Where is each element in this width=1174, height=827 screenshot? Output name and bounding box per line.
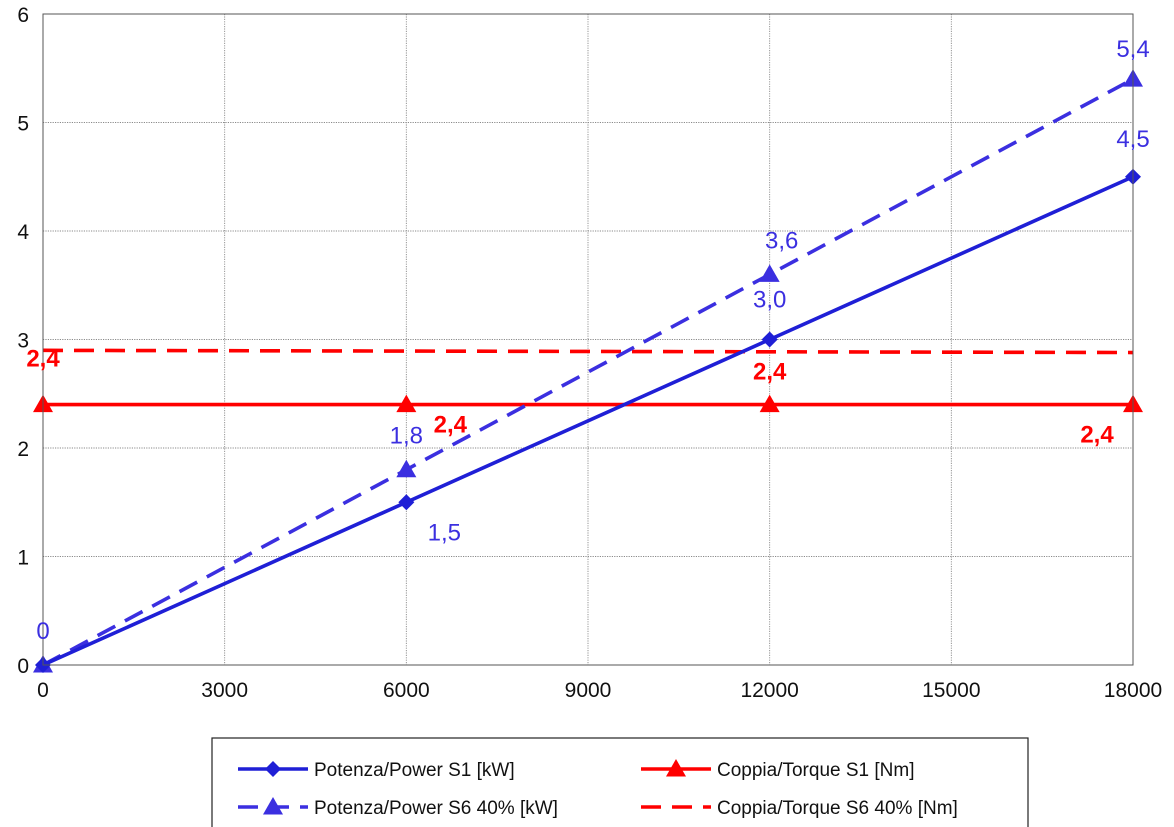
data-label: 0 (36, 618, 49, 645)
y-tick-label: 5 (17, 113, 29, 136)
data-labels: 1,5 3,0 4,5 0 1,8 3,6 5,4 2,4 2,4 2,4 2,4 (26, 36, 1149, 645)
x-tick-label: 12000 (740, 679, 798, 702)
legend-marker (263, 797, 283, 815)
legend-label: Potenza/Power S1 [kW] (314, 760, 515, 781)
series-layer (33, 69, 1143, 673)
legend: Potenza/Power S1 [kW] Coppia/Torque S1 [N… (211, 737, 1029, 827)
plot-frame (42, 13, 1134, 666)
x-tick-label: 9000 (565, 679, 612, 702)
series-line (42, 77, 1134, 667)
grid (42, 13, 1134, 666)
data-point (398, 494, 415, 511)
data-label: 3,6 (765, 227, 798, 254)
series-line (42, 348, 1134, 355)
y-tick-label: 6 (17, 4, 29, 27)
y-tick-label: 1 (17, 547, 29, 570)
data-point (396, 394, 417, 413)
y-tick-label: 4 (17, 221, 29, 244)
data-point (396, 459, 417, 478)
legend-label: Potenza/Power S6 40% [kW] (314, 798, 558, 819)
legend-label: Coppia/Torque S6 40% [Nm] (717, 798, 958, 819)
legend-item: Coppia/Torque S1 [Nm] (641, 759, 915, 781)
data-label: 2,4 (753, 359, 787, 386)
y-tick-label: 3 (17, 330, 29, 353)
y-tick-label: 2 (17, 438, 29, 461)
legend-label: Coppia/Torque S1 [Nm] (717, 760, 915, 781)
data-point (761, 331, 778, 348)
data-label: 4,5 (1116, 126, 1149, 153)
data-label: 1,8 (390, 423, 423, 450)
data-label: 2,4 (434, 412, 468, 439)
legend-marker (666, 759, 686, 777)
series-line (42, 175, 1134, 667)
data-label: 2,4 (1080, 422, 1114, 449)
data-label: 1,5 (428, 519, 461, 546)
x-tick-label: 15000 (922, 679, 980, 702)
x-tick-label: 18000 (1104, 679, 1162, 702)
legend-box (211, 737, 1029, 827)
data-label: 2,4 (26, 346, 60, 373)
axes: 0 3000 6000 9000 12000 15000 18000 0 1 2 3 4 5 6 (17, 4, 1162, 702)
legend-item: Potenza/Power S1 [kW] (238, 760, 515, 781)
x-tick-label: 6000 (383, 679, 430, 702)
data-label: 5,4 (1116, 36, 1149, 63)
data-label: 3,0 (753, 287, 786, 314)
data-point (759, 264, 780, 282)
data-point (759, 394, 780, 413)
legend-marker (265, 761, 281, 777)
legend-item: Coppia/Torque S6 40% [Nm] (641, 798, 958, 819)
x-tick-label: 0 (37, 679, 49, 702)
legend-item: Potenza/Power S6 40% [kW] (238, 797, 558, 819)
x-tick-label: 3000 (201, 679, 248, 702)
y-tick-label: 0 (17, 655, 29, 678)
